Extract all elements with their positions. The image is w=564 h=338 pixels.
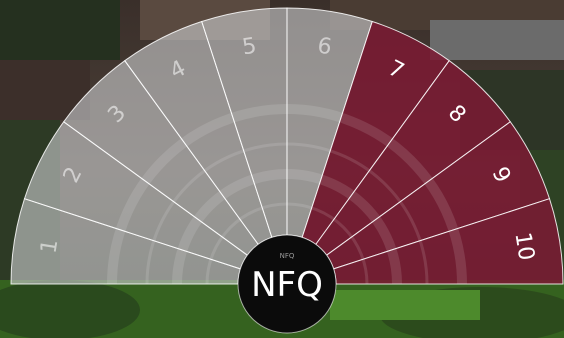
level-label-1: 1 [37, 238, 64, 256]
hub-small-label: NFQ [280, 252, 295, 260]
level-label-5: 5 [241, 34, 259, 61]
decorative-ring [172, 169, 402, 285]
level-label-6: 6 [316, 34, 334, 61]
nfq-hub[interactable]: NFQ NFQ [237, 234, 337, 334]
hub-label: NFQ [251, 265, 323, 305]
decorative-ring [205, 202, 369, 285]
decorative-ring [107, 104, 467, 285]
level-label-10: 10 [510, 231, 539, 263]
inner-ring-decoration [107, 104, 467, 285]
decorative-ring [145, 142, 429, 285]
